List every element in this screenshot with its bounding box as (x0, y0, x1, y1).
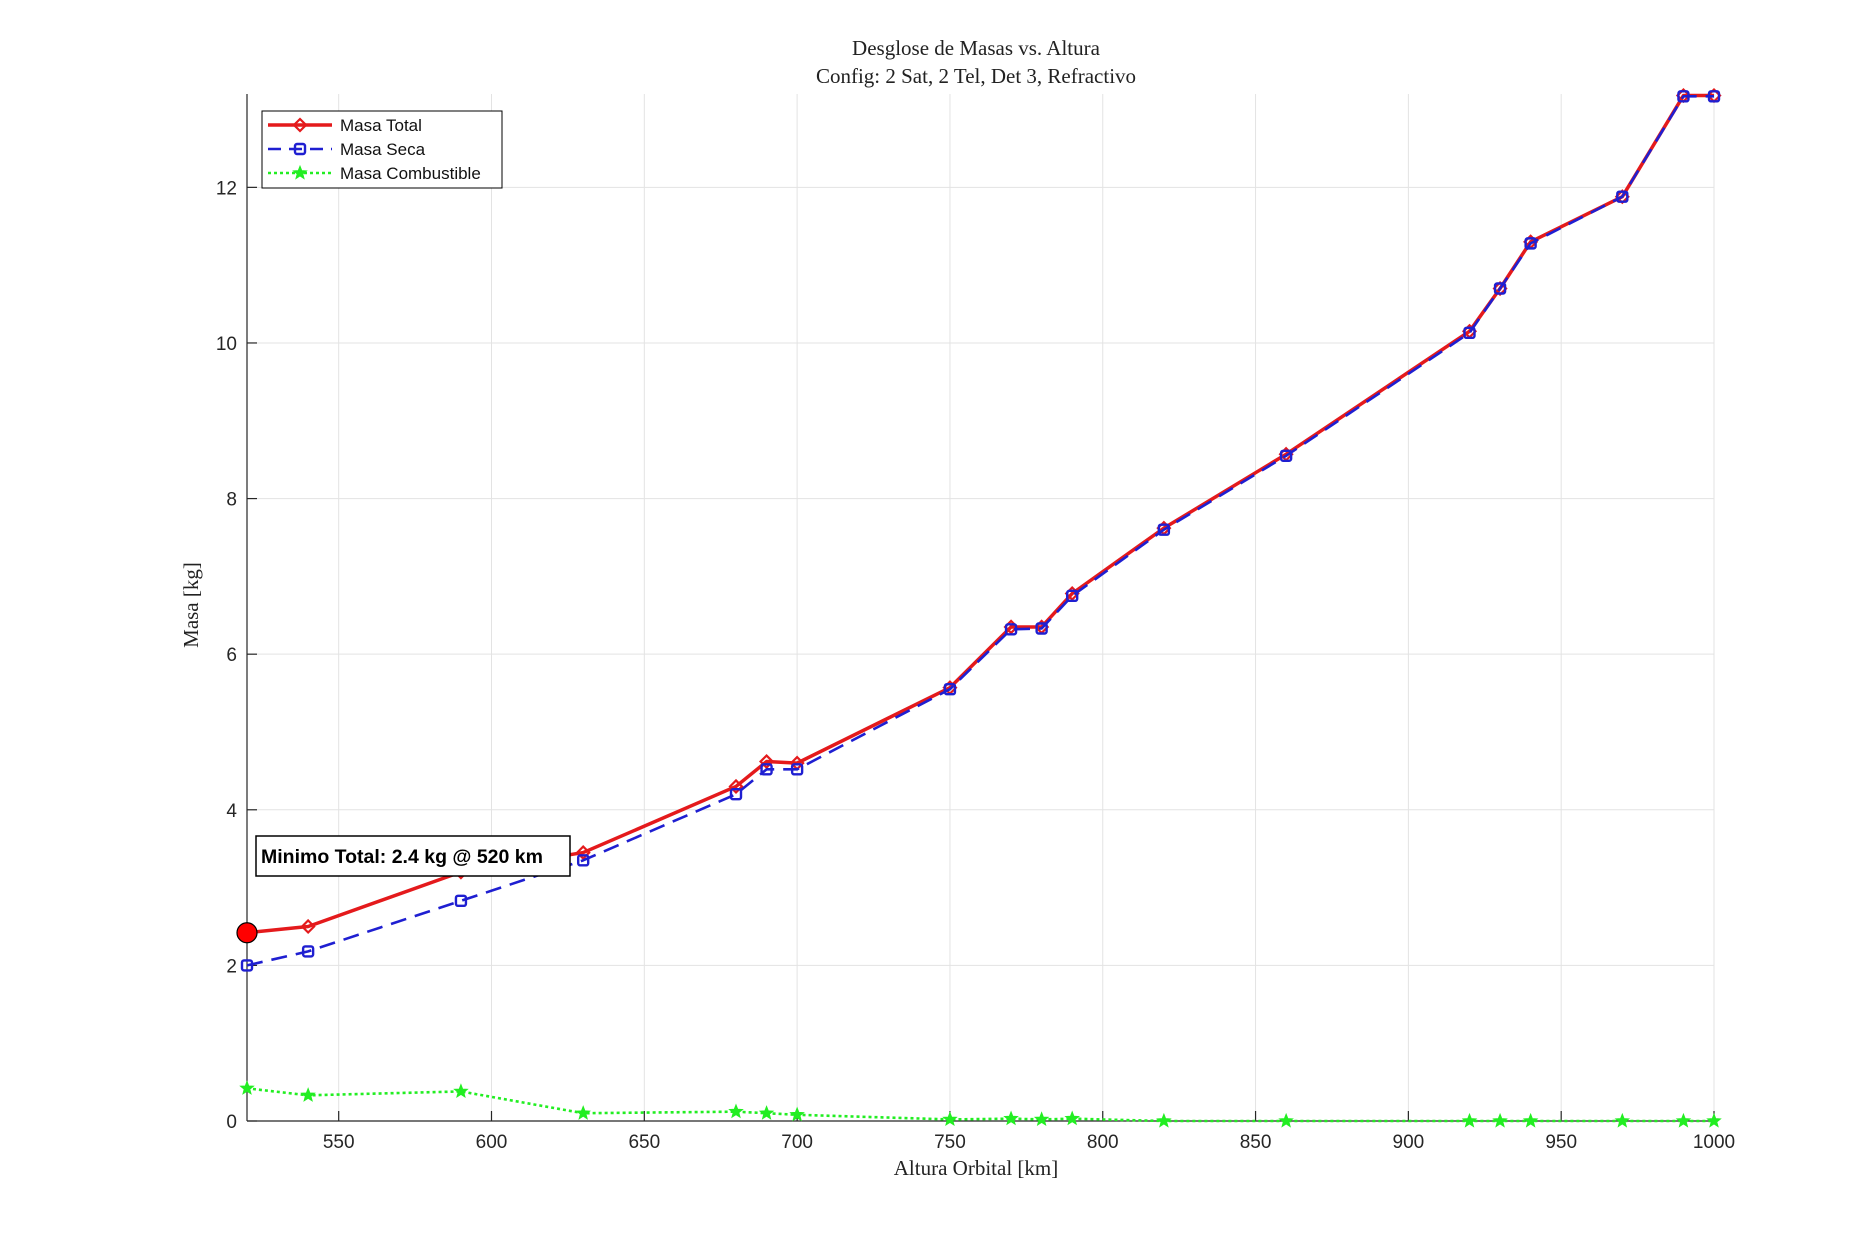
data-point (576, 854, 590, 867)
y-tick-label: 0 (226, 1112, 237, 1133)
data-point (1524, 237, 1537, 250)
data-point (1463, 326, 1476, 340)
annotation: Minimo Total: 2.4 kg @ 520 km (255, 835, 571, 877)
legend-marker (292, 164, 308, 180)
y-tick-label: 6 (226, 645, 237, 666)
x-tick-label: 550 (323, 1132, 355, 1153)
annotation-text: Minimo Total: 2.4 kg @ 520 km (261, 846, 543, 868)
x-tick-label: 600 (476, 1132, 508, 1153)
legend-marker (292, 117, 308, 133)
data-point (1156, 1112, 1172, 1128)
data-point (1677, 90, 1690, 103)
x-axis-label: Altura Orbital [km] (894, 1156, 1058, 1180)
data-point (789, 1106, 805, 1122)
legend-label: Masa Combustible (340, 164, 481, 183)
data-point (1616, 190, 1629, 203)
data-point (1706, 1112, 1722, 1128)
y-tick-label: 2 (226, 956, 237, 977)
minimum-point-marker (236, 922, 258, 944)
data-point (942, 1111, 958, 1127)
data-point (943, 682, 957, 696)
data-point (1278, 1112, 1294, 1128)
data-point (759, 753, 775, 770)
legend-marker (293, 142, 307, 156)
data-point (1461, 1112, 1478, 1128)
x-tick-label: 650 (628, 1132, 660, 1153)
data-point (729, 788, 743, 801)
x-tick-label: 850 (1240, 1132, 1272, 1153)
x-tick-label: 900 (1393, 1132, 1425, 1153)
data-point (1065, 589, 1079, 603)
legend: Masa Total Masa Seca Masa Combustible (261, 110, 503, 189)
chart-subtitle: Config: 2 Sat, 2 Tel, Det 3, Refractivo (816, 64, 1136, 88)
data-point (1033, 1111, 1050, 1127)
legend-label: Masa Seca (340, 140, 426, 159)
data-point (1157, 523, 1171, 536)
legend-label: Masa Total (340, 116, 422, 135)
data-point (453, 1083, 469, 1099)
y-tick-label: 4 (226, 801, 237, 822)
y-axis-label: Masa [kg] (179, 562, 203, 648)
data-point (1614, 1112, 1631, 1128)
data-point (790, 763, 804, 776)
series-masa-seca (240, 90, 1721, 972)
data-point (728, 778, 744, 795)
x-tick-label: 1000 (1693, 1132, 1735, 1153)
axes: 550 600 650 700 750 800 850 900 950 1000 0 2 4 6 8 10 12 (216, 94, 1735, 1153)
data-point (758, 1105, 775, 1120)
data-point (1493, 282, 1507, 295)
data-point (1279, 449, 1293, 462)
data-point (728, 1103, 744, 1119)
data-point (575, 1105, 591, 1120)
y-tick-label: 10 (216, 334, 237, 355)
y-tick-label: 8 (226, 490, 237, 511)
data-point (300, 1087, 316, 1102)
data-point (301, 945, 315, 958)
data-point (300, 918, 316, 935)
data-point (240, 959, 254, 972)
data-point (454, 894, 468, 908)
data-point (1522, 1112, 1539, 1128)
series-layer (236, 88, 1722, 1128)
data-point (1675, 1112, 1692, 1128)
data-point (239, 1080, 255, 1095)
data-point (1707, 90, 1721, 103)
y-tick-label: 12 (216, 178, 237, 199)
data-point (575, 845, 591, 861)
x-tick-label: 750 (934, 1132, 966, 1153)
chart-title: Desglose de Masas vs. Altura (852, 36, 1101, 60)
annotation-box (255, 835, 571, 877)
data-point (1035, 622, 1048, 635)
x-tick-label: 800 (1087, 1132, 1119, 1153)
data-point (1004, 623, 1018, 636)
data-point (1064, 1110, 1080, 1126)
series-masa-combustible (239, 1080, 1722, 1128)
data-point (1492, 1112, 1508, 1128)
data-point (760, 763, 773, 776)
x-tick-label: 700 (781, 1132, 813, 1153)
x-tick-label: 950 (1545, 1132, 1577, 1153)
data-point (1003, 1110, 1019, 1126)
series-line (246, 95, 1714, 967)
